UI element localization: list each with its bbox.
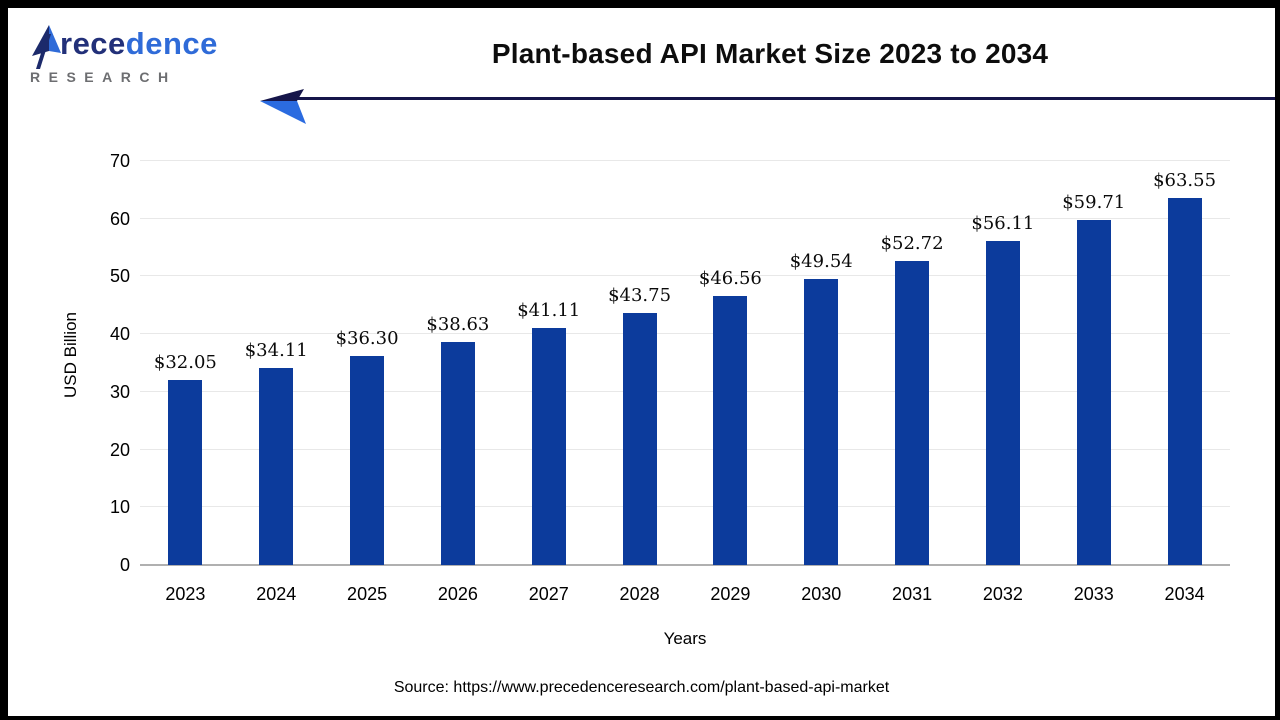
y-axis-ticks: 0 10 20 30 40 50 60 70 [66,151,130,575]
value-label-2026: $38.63 [426,314,490,336]
bar-2027 [531,327,566,565]
gridline-70 [140,160,1230,161]
logo-subtitle: RESEARCH [30,69,177,85]
value-label-2034: $63.55 [1153,170,1217,192]
value-label-2032: $56.11 [971,213,1035,235]
value-label-2033: $59.71 [1062,192,1126,214]
bar-2028 [622,312,657,565]
x-tick-label-2028: 2028 [619,584,660,604]
bar-2034 [1167,198,1202,565]
bar-slot-2032: $56.11 [958,161,1049,565]
value-label-2031: $52.72 [880,232,944,254]
bar-2025 [350,355,385,565]
bar-slot-2026: $38.63 [413,161,504,565]
x-axis-line [140,564,1230,566]
x-tick-label-2032: 2032 [982,584,1023,604]
gridline-50 [140,275,1230,277]
gridline-20 [140,448,1230,450]
x-tick-label-2030: 2030 [801,584,842,604]
header-divider-line [292,97,1275,100]
logo-text: recedence [60,24,218,64]
gridline-30 [140,390,1230,392]
y-tick-label-20: 20 [109,439,130,460]
source-text: Source: https://www.precedenceresearch.c… [393,679,890,696]
x-tick-label-2031: 2031 [892,584,933,604]
logo-text-part1: rece [60,26,126,61]
x-axis-ticks: 2023 2024 2025 2026 2027 2028 2029 2030 2031 2032… [140,582,1230,606]
bar-slot-2034: $63.55 [1139,161,1230,565]
x-axis-title: Years [663,629,707,648]
logo-sail-icon [32,25,61,69]
value-label-2023: $32.05 [153,352,217,374]
bar-slot-2033: $59.71 [1048,161,1139,565]
bar-slot-2029: $46.56 [685,161,776,565]
y-tick-label-0: 0 [119,555,130,575]
x-tick-label-2024: 2024 [256,584,297,604]
value-label-2030: $49.54 [789,251,853,273]
bar-slot-2023: $32.05 [140,161,231,565]
bar-slot-2025: $36.30 [322,161,413,565]
bar-2029 [713,296,748,565]
y-tick-label-30: 30 [109,381,130,402]
chart-title: Plant-based API Market Size 2023 to 2034 [491,38,1049,69]
gridline-40 [140,333,1230,335]
value-label-2024: $34.11 [244,340,308,362]
canvas: recedence RESEARCH Plant-based API Marke… [8,8,1275,716]
bar-2024 [259,368,294,565]
value-label-2028: $43.75 [608,284,672,306]
bar-2032 [985,241,1020,565]
logo-wordmark: recedence [28,24,258,69]
bar-2031 [895,260,930,565]
bar-2030 [804,279,839,565]
x-tick-label-2023: 2023 [165,584,206,604]
y-tick-label-60: 60 [109,208,130,229]
x-tick-label-2034: 2034 [1164,584,1205,604]
x-tick-label-2029: 2029 [710,584,751,604]
y-tick-label-10: 10 [109,497,130,518]
plot-area: $32.05 $34.11 $36.30 $38.63 $41.11 $43.75 $46.… [140,160,1230,566]
value-label-2025: $36.30 [335,327,399,349]
y-tick-label-70: 70 [109,151,130,171]
left-arrow-icon [260,89,306,124]
bar-2023 [168,380,203,565]
value-label-2029: $46.56 [698,268,762,290]
logo-text-part2: dence [125,26,218,61]
precedence-research-logo: recedence RESEARCH [28,24,258,85]
x-tick-label-2026: 2026 [437,584,478,604]
y-tick-label-40: 40 [109,324,130,345]
gridline-60 [140,217,1230,219]
bar-slot-2028: $43.75 [594,161,685,565]
x-tick-label-2027: 2027 [528,584,569,604]
gridline-10 [140,506,1230,508]
value-label-2027: $41.11 [517,299,581,321]
bar-slot-2031: $52.72 [867,161,958,565]
bar-slot-2027: $41.11 [503,161,594,565]
y-tick-label-50: 50 [109,266,130,287]
x-tick-label-2033: 2033 [1073,584,1114,604]
bar-slot-2024: $34.11 [231,161,322,565]
bar-slot-2030: $49.54 [776,161,867,565]
x-tick-label-2025: 2025 [347,584,388,604]
bar-2026 [440,342,475,565]
bar-2033 [1076,220,1111,565]
